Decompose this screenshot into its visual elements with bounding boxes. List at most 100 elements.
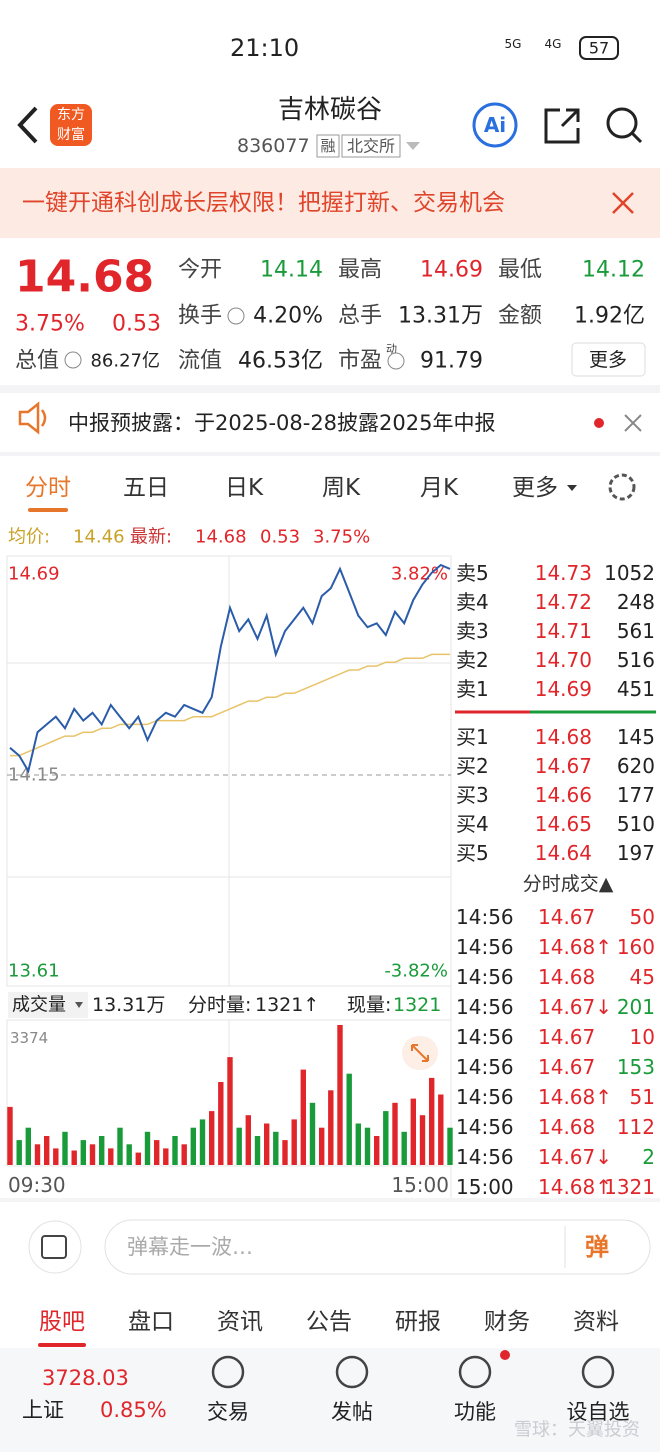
tab-underline xyxy=(28,508,68,512)
danmaku-button[interactable]: 弹 xyxy=(585,1233,609,1261)
volume-select[interactable] xyxy=(8,992,88,1018)
comment-input[interactable] xyxy=(104,1219,651,1275)
volume-bar xyxy=(245,1115,251,1165)
trade-time: 14:56 xyxy=(456,1025,514,1049)
info-item: 3.75% xyxy=(313,527,370,548)
banner-close[interactable] xyxy=(612,192,634,214)
status-network: 5G xyxy=(505,37,522,51)
banner-text[interactable]: 一键开通科创成长层权限！把握打新、交易机会 xyxy=(22,190,505,216)
volume-bar xyxy=(392,1102,398,1165)
nav-icon xyxy=(458,1355,492,1389)
bottom-tab[interactable]: 资料 xyxy=(573,1309,619,1335)
more-button[interactable] xyxy=(571,342,646,377)
nav-item[interactable]: 交易 xyxy=(207,1400,249,1424)
avg-line xyxy=(10,653,450,757)
share-button[interactable] xyxy=(544,108,580,144)
chart-tab[interactable]: 五日 xyxy=(123,475,169,501)
price: 14.68 xyxy=(15,252,154,303)
volume-label[interactable]: 成交量 xyxy=(12,995,66,1016)
book-volume: 1052 xyxy=(604,561,655,585)
book-label: 买3 xyxy=(456,783,489,807)
info-icon xyxy=(64,351,82,369)
field-label: 今开 xyxy=(178,258,222,283)
volume-bar xyxy=(172,1136,178,1165)
volume-bar xyxy=(319,1127,325,1165)
chart-tab[interactable]: 更多 xyxy=(512,475,558,501)
comment-tool[interactable] xyxy=(28,1220,82,1274)
field-value: 1.92亿 xyxy=(574,304,645,329)
volume-now-label: 现量: xyxy=(347,994,391,1016)
price-line xyxy=(9,563,451,774)
back-button[interactable] xyxy=(17,106,38,144)
chart-tab[interactable]: 分时 xyxy=(25,475,71,501)
nav-item[interactable]: 发帖 xyxy=(331,1400,373,1424)
trades-title: 分时成交▲ xyxy=(523,873,614,895)
chart-tab[interactable]: 月K xyxy=(420,475,459,501)
expand-icon xyxy=(411,1044,429,1062)
trade-time: 14:56 xyxy=(456,1085,514,1109)
trade-volume: 153 xyxy=(617,1055,655,1079)
battery xyxy=(579,36,619,60)
volume-bar xyxy=(419,1115,426,1165)
volume-total: 13.31万 xyxy=(92,994,165,1016)
book-volume: 561 xyxy=(617,619,655,643)
status-network: 4G xyxy=(545,37,562,51)
volume-bar xyxy=(44,1136,50,1165)
status-time: 21:10 xyxy=(230,34,299,62)
volume-bar xyxy=(328,1090,334,1165)
volume-bar xyxy=(154,1140,160,1165)
bottom-tab[interactable]: 财务 xyxy=(484,1309,530,1335)
more-label[interactable]: 更多 xyxy=(589,349,627,371)
book-price: 14.66 xyxy=(535,783,592,807)
volume-bar xyxy=(80,1140,86,1165)
y-tick-label: 14.15 xyxy=(8,765,60,786)
badge-dot xyxy=(500,1350,510,1360)
bottom-tab[interactable]: 股吧 xyxy=(39,1309,85,1335)
field-label: 金额 xyxy=(498,304,542,329)
volume-bar xyxy=(163,1148,169,1165)
book-price: 14.70 xyxy=(535,648,592,672)
trade-volume: 201 xyxy=(617,995,655,1019)
bottom-tab[interactable]: 公告 xyxy=(306,1309,352,1335)
field-value: 86.27亿 xyxy=(90,351,160,372)
index-value: 3728.03 xyxy=(42,1366,129,1390)
volume-bar xyxy=(209,1111,215,1165)
nav-item[interactable]: 功能 xyxy=(454,1400,496,1424)
ai-button[interactable] xyxy=(472,102,518,148)
pct-label: -3.82% xyxy=(384,961,448,982)
trade-volume: 2 xyxy=(642,1145,655,1169)
bottom-tab[interactable]: 资讯 xyxy=(217,1309,263,1335)
book-volume: 516 xyxy=(617,648,655,672)
search-button[interactable] xyxy=(606,107,638,139)
notice-close[interactable] xyxy=(624,414,642,432)
volume-bar xyxy=(71,1150,77,1165)
volume-tick-label: 分时量: xyxy=(188,994,251,1016)
notice-text: 中报预披露：于2025-08-28披露2025年中报 xyxy=(68,411,495,435)
volume-bar xyxy=(99,1136,105,1165)
settings-button[interactable] xyxy=(608,473,636,501)
trade-volume: 1321 xyxy=(604,1175,655,1199)
book-label: 卖5 xyxy=(456,561,489,585)
trade-price: 14.68↑ xyxy=(538,935,612,959)
index-name: 上证 xyxy=(22,1398,64,1422)
book-volume: 248 xyxy=(617,590,655,614)
trade-time: 14:56 xyxy=(456,905,514,929)
volume-bar xyxy=(309,1102,316,1165)
bottom-tab[interactable]: 盘口 xyxy=(128,1309,174,1335)
chart-tab[interactable]: 日K xyxy=(225,475,264,501)
trade-volume: 160 xyxy=(617,935,655,959)
stock-name: 吉林碳谷 xyxy=(278,95,382,125)
book-label: 买2 xyxy=(456,754,489,778)
book-label: 卖3 xyxy=(456,619,489,643)
trade-time: 14:56 xyxy=(456,995,514,1019)
nav-item[interactable]: 设自选 xyxy=(567,1400,630,1424)
volume-bar xyxy=(337,1025,343,1165)
book-label: 买4 xyxy=(456,812,489,836)
nav-icon xyxy=(211,1355,245,1389)
comment-placeholder[interactable]: 弹幕走一波… xyxy=(127,1235,253,1259)
volume-bar xyxy=(273,1131,279,1165)
chart-tab[interactable]: 周K xyxy=(322,475,361,501)
nav-bg xyxy=(0,1348,660,1452)
volume-bar xyxy=(410,1098,416,1165)
bottom-tab[interactable]: 研报 xyxy=(395,1309,441,1335)
